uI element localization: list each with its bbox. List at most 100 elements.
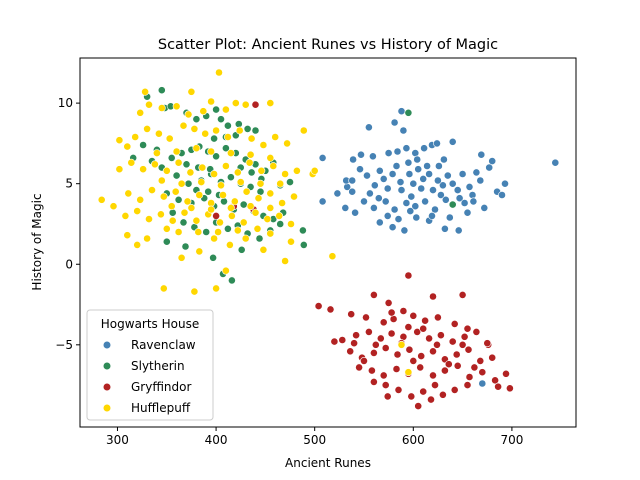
data-point (276, 179, 285, 188)
data-point (411, 202, 420, 211)
data-point (436, 191, 445, 199)
legend-label: Ravenclaw (131, 338, 196, 352)
data-point (239, 200, 248, 209)
data-point (431, 381, 439, 389)
data-point (448, 337, 457, 346)
data-point (121, 211, 130, 220)
data-point (429, 292, 437, 301)
data-point (221, 162, 230, 170)
data-point (551, 158, 560, 167)
data-point (195, 247, 204, 256)
legend-label: Gryffindor (131, 380, 192, 394)
data-point (233, 168, 242, 177)
data-point (469, 197, 478, 206)
data-point (379, 318, 388, 327)
data-point (440, 366, 449, 375)
data-point (226, 149, 235, 157)
data-point (440, 224, 449, 233)
data-point (427, 395, 435, 404)
data-point (458, 170, 467, 178)
data-point (254, 194, 263, 203)
data-point (450, 385, 459, 394)
data-point (450, 319, 459, 328)
data-point (256, 187, 265, 196)
data-point (152, 149, 161, 157)
data-point (124, 189, 133, 198)
data-point (226, 203, 235, 212)
data-point (417, 352, 426, 360)
data-point (369, 377, 378, 386)
data-point (181, 242, 190, 251)
data-point (227, 211, 236, 220)
data-point (411, 149, 420, 157)
data-point (369, 290, 378, 299)
data-point (266, 229, 275, 238)
data-point (177, 253, 186, 262)
data-point (259, 141, 268, 149)
data-point (453, 186, 462, 194)
data-point (253, 224, 262, 233)
data-point (174, 228, 183, 236)
data-point (276, 220, 285, 228)
data-point (259, 245, 268, 254)
data-point (157, 176, 166, 185)
legend: Hogwarts House Ravenclaw Slytherin Gryffin… (86, 309, 214, 421)
data-point (328, 252, 337, 261)
data-point (460, 332, 469, 341)
legend-marker (102, 340, 112, 350)
data-point (409, 179, 418, 188)
data-point (402, 199, 411, 207)
data-point (131, 133, 140, 141)
data-point (387, 329, 396, 338)
data-point (326, 305, 335, 314)
data-point (375, 218, 384, 227)
data-point (168, 216, 177, 225)
data-point (389, 315, 398, 323)
data-point (139, 165, 147, 174)
data-point (207, 205, 215, 214)
data-point (231, 99, 240, 107)
data-point (184, 179, 193, 188)
legend-marker (102, 361, 112, 371)
data-point (225, 240, 234, 249)
data-point (404, 158, 413, 167)
data-point (133, 240, 142, 249)
data-point (290, 192, 298, 201)
data-point (397, 107, 406, 116)
data-point (136, 108, 145, 117)
data-point (352, 331, 360, 340)
data-point (384, 298, 393, 307)
data-point (207, 147, 215, 156)
data-point (452, 350, 461, 359)
data-point (212, 211, 220, 220)
data-point (425, 170, 433, 178)
data-point (370, 181, 379, 190)
data-point (383, 211, 392, 220)
data-point (419, 324, 428, 333)
data-point (287, 220, 295, 228)
data-point (383, 392, 392, 401)
data-point (397, 186, 406, 194)
data-point (190, 124, 199, 133)
data-point (436, 331, 445, 340)
data-point (400, 226, 409, 235)
data-point (347, 310, 356, 319)
data-point (409, 356, 418, 365)
data-point (375, 166, 384, 175)
data-point (184, 110, 193, 119)
data-point (381, 197, 390, 206)
data-point (207, 97, 215, 106)
data-point (266, 153, 275, 162)
data-point (412, 213, 421, 222)
data-point (476, 356, 485, 365)
data-point (371, 340, 380, 349)
data-point (402, 144, 411, 153)
data-point (179, 218, 188, 227)
legend-marker (102, 382, 112, 392)
data-point (266, 203, 275, 212)
data-point (162, 237, 171, 246)
data-point (168, 208, 177, 217)
data-point (171, 187, 180, 196)
data-point (123, 142, 132, 151)
data-point (390, 205, 399, 214)
